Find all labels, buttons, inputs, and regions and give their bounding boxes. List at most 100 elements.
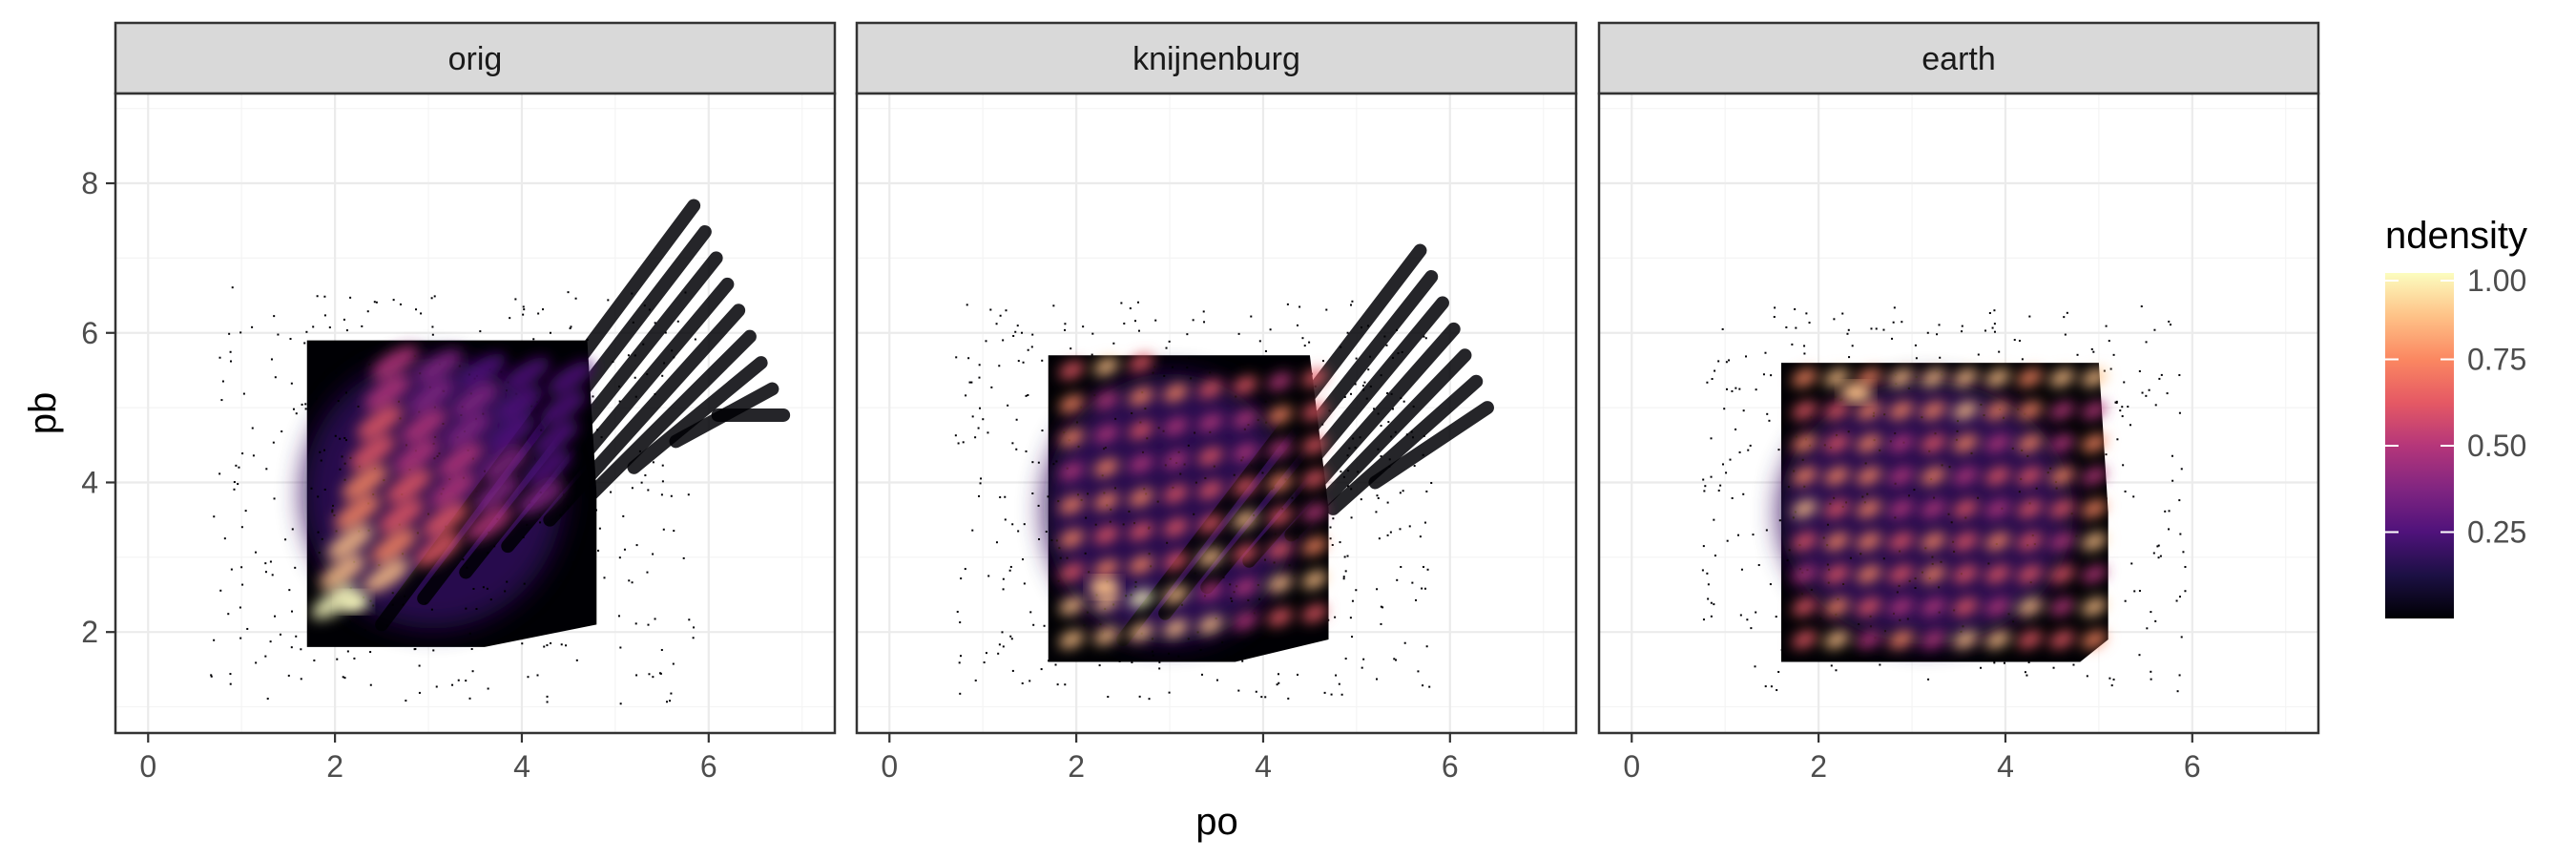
scatter-point <box>1810 588 1813 591</box>
scatter-point <box>574 297 577 300</box>
scatter-point <box>538 513 541 516</box>
scatter-point <box>542 308 545 311</box>
scatter-point <box>2184 565 2187 568</box>
scatter-point <box>1984 329 1987 332</box>
scatter-point <box>688 618 691 621</box>
scatter-point <box>1725 388 1728 390</box>
scatter-point <box>1264 696 1267 699</box>
density-blob <box>1792 630 1818 649</box>
scatter-point <box>642 343 645 346</box>
scatter-point <box>965 394 967 397</box>
scatter-point <box>1395 659 1398 661</box>
scatter-point <box>1017 360 1020 363</box>
scatter-point <box>1179 472 1182 475</box>
scatter-point <box>493 545 496 548</box>
density-blob <box>2081 467 2108 485</box>
scatter-point <box>2153 328 2156 331</box>
facet-strip <box>1597 21 2320 95</box>
scatter-point <box>373 301 376 304</box>
scatter-point <box>987 431 989 434</box>
scatter-point <box>2090 618 2093 620</box>
scatter-point <box>1200 673 1203 676</box>
scatter-point <box>2150 611 2152 614</box>
x-axis: 0 2 4 6 <box>881 733 1459 784</box>
scatter-point <box>1710 615 1713 618</box>
scatter-point <box>339 468 342 471</box>
scatter-point <box>2003 661 2005 664</box>
density-blob <box>1984 532 2010 551</box>
scatter-point <box>1391 408 1394 410</box>
scatter-point <box>687 493 690 496</box>
scatter-point <box>670 494 673 497</box>
scatter-point <box>1773 316 1776 319</box>
scatter-point <box>2168 528 2171 531</box>
scatter-point <box>1031 461 1034 464</box>
scatter-point <box>971 415 974 418</box>
scatter-point <box>1276 683 1278 686</box>
scatter-point <box>1399 492 1402 494</box>
scatter-point <box>229 673 232 676</box>
scatter-point <box>1366 325 1369 327</box>
scatter-point <box>1152 654 1154 657</box>
scatter-point <box>2154 619 2157 622</box>
scatter-point <box>1731 496 1734 499</box>
scatter-point <box>1153 366 1156 368</box>
scatter-point <box>1297 536 1299 539</box>
scatter-point <box>218 356 221 359</box>
scatter-point <box>1846 332 1849 335</box>
scatter-point <box>399 417 402 420</box>
scatter-point <box>959 621 962 624</box>
scatter-point <box>1397 352 1400 355</box>
scatter-point <box>1373 408 1376 410</box>
scatter-point <box>2127 406 2129 409</box>
scatter-point <box>1833 318 1836 321</box>
scatter-point <box>1848 356 1851 359</box>
scatter-point <box>1842 582 1845 585</box>
density-blob <box>1984 433 2010 452</box>
scatter-point <box>1188 357 1191 360</box>
scatter-point <box>1084 552 1087 555</box>
scatter-point <box>1711 378 1714 381</box>
scatter-point <box>1130 594 1132 597</box>
x-tick-label: 6 <box>1442 749 1459 784</box>
x-tick-label: 0 <box>1623 749 1640 784</box>
scatter-point <box>1381 606 1384 609</box>
x-tick-label: 2 <box>1068 749 1085 784</box>
scatter-point <box>1940 560 1942 563</box>
scatter-point <box>652 461 654 464</box>
scatter-point <box>1234 529 1236 532</box>
scatter-point <box>1056 654 1059 657</box>
scatter-point <box>290 382 293 385</box>
scatter-point <box>210 674 213 677</box>
density-blob <box>2049 368 2075 388</box>
scatter-point <box>304 403 307 406</box>
density-blob <box>1856 499 1882 518</box>
density-blob <box>2081 565 2108 583</box>
scatter-point <box>1151 650 1153 653</box>
scatter-point <box>431 333 434 336</box>
scatter-point <box>372 604 375 607</box>
density-blob <box>1093 458 1119 477</box>
scatter-point <box>1041 430 1044 432</box>
scatter-point <box>1340 346 1342 348</box>
scatter-point <box>1986 652 1989 655</box>
scatter-point <box>1137 301 1140 304</box>
scatter-point <box>264 655 267 658</box>
scatter-point <box>1048 660 1050 662</box>
scatter-point <box>1209 371 1212 374</box>
density-blob <box>547 361 594 395</box>
density-blob <box>1093 492 1119 511</box>
scatter-point <box>1993 330 1996 333</box>
streak-tail <box>1326 374 1484 515</box>
scatter-point <box>2114 401 2117 404</box>
scatter-point <box>344 391 347 394</box>
scatter-point <box>1030 346 1033 348</box>
density-blob <box>1059 563 1085 581</box>
scatter-point <box>1264 349 1267 352</box>
scatter-point <box>575 659 578 661</box>
scatter-point <box>1777 449 1780 451</box>
scatter-point <box>1154 319 1157 322</box>
scatter-point <box>1348 447 1351 450</box>
scatter-point <box>1770 685 1773 688</box>
scatter-point <box>1321 423 1324 426</box>
